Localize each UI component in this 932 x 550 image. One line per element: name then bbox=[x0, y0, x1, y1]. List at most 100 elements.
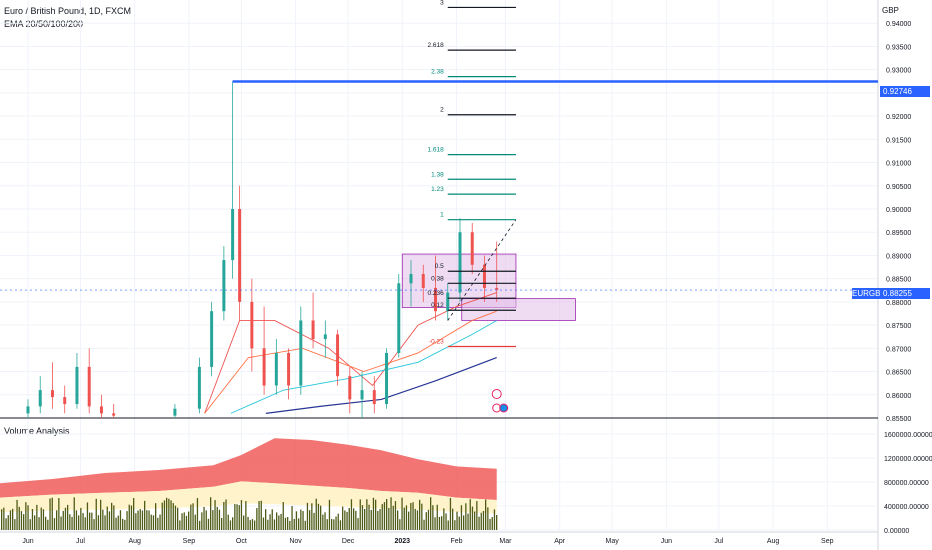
volume-bar bbox=[348, 508, 350, 530]
volume-bar bbox=[397, 510, 399, 530]
volume-bar bbox=[436, 504, 438, 530]
volume-bar bbox=[485, 499, 487, 530]
candle-body bbox=[495, 287, 499, 290]
volume-bar bbox=[454, 520, 456, 530]
volume-bar bbox=[474, 511, 476, 530]
volume-bar bbox=[93, 519, 95, 530]
volume-bar bbox=[97, 515, 100, 530]
volume-bar bbox=[5, 518, 7, 530]
volume-bar bbox=[168, 498, 170, 530]
volume-bar bbox=[452, 508, 454, 530]
volume-bar bbox=[295, 511, 298, 530]
price-tick-label: 0.87500 bbox=[886, 323, 911, 330]
fib-level-label: 1 bbox=[440, 212, 444, 219]
volume-bar bbox=[366, 499, 368, 530]
candle-body bbox=[482, 264, 486, 288]
volume-bar bbox=[240, 500, 243, 530]
candle-body bbox=[173, 408, 177, 416]
fib-level-label: 0.12 bbox=[431, 302, 444, 309]
volume-band-upper bbox=[0, 438, 497, 500]
volume-bar bbox=[265, 509, 267, 530]
volume-bar bbox=[447, 520, 449, 530]
volume-bar bbox=[383, 502, 386, 530]
indicator-legend[interactable]: EMA 20/50/100/200 bbox=[4, 19, 84, 29]
volume-bar bbox=[1, 509, 3, 530]
volume-bar bbox=[18, 506, 20, 530]
volume-bar bbox=[91, 512, 93, 530]
volume-pane-label[interactable]: Volume Analysis bbox=[4, 426, 70, 436]
volume-bar bbox=[7, 515, 9, 530]
volume-bar bbox=[196, 498, 199, 530]
volume-bar bbox=[368, 504, 370, 530]
volume-bar bbox=[315, 498, 317, 530]
candle-body bbox=[458, 232, 462, 293]
fib-level-label: 1.618 bbox=[427, 147, 444, 154]
volume-bar bbox=[432, 505, 434, 530]
volume-bar bbox=[271, 509, 273, 530]
zone-rectangle bbox=[461, 298, 576, 321]
candle-body bbox=[197, 366, 201, 409]
volume-bar bbox=[331, 519, 333, 530]
volume-bar bbox=[302, 511, 304, 530]
volume-bar bbox=[75, 510, 78, 530]
volume-bar bbox=[157, 517, 159, 530]
fib-trend-line bbox=[447, 219, 517, 321]
volume-bar bbox=[205, 510, 207, 530]
volume-bar bbox=[210, 497, 212, 530]
volume-bar bbox=[258, 501, 260, 530]
volume-bar bbox=[370, 509, 372, 530]
volume-bar bbox=[34, 515, 36, 530]
volume-bar bbox=[317, 503, 320, 530]
volume-bar bbox=[339, 520, 342, 530]
volume-bar bbox=[223, 501, 225, 530]
volume-bar bbox=[56, 510, 58, 530]
fib-level-label: 3 bbox=[440, 0, 444, 6]
volume-bar bbox=[434, 517, 436, 530]
price-tick-label: 0.88000 bbox=[886, 300, 911, 307]
price-tick-label: 0.89500 bbox=[886, 230, 911, 237]
candle-body bbox=[231, 209, 235, 261]
volume-bar bbox=[344, 510, 346, 530]
volume-bar bbox=[47, 519, 49, 530]
volume-bar bbox=[449, 497, 452, 530]
volume-bar bbox=[493, 509, 496, 530]
candle-body bbox=[75, 366, 79, 405]
volume-bar bbox=[364, 509, 366, 530]
volume-bar bbox=[38, 517, 40, 530]
volume-bar bbox=[423, 519, 425, 530]
volume-bar bbox=[425, 512, 427, 530]
volume-bar bbox=[353, 508, 355, 530]
volume-bar bbox=[49, 498, 51, 530]
candle-body bbox=[63, 397, 67, 405]
volume-bar bbox=[45, 516, 47, 530]
volume-bar bbox=[306, 502, 309, 530]
volume-bar bbox=[291, 506, 293, 530]
volume-bar bbox=[289, 520, 291, 530]
volume-bar bbox=[482, 510, 485, 530]
volume-bar bbox=[249, 520, 251, 530]
volume-bar bbox=[161, 502, 163, 530]
volume-bar bbox=[412, 502, 414, 530]
volume-bar bbox=[333, 519, 335, 530]
volume-bar bbox=[170, 500, 172, 530]
volume-bar bbox=[247, 516, 249, 530]
volume-tick-label: 400000.00000 bbox=[884, 504, 929, 511]
volume-bar bbox=[16, 499, 18, 530]
volume-bar bbox=[146, 510, 148, 530]
volume-bar bbox=[320, 505, 322, 530]
volume-bar bbox=[355, 510, 357, 530]
volume-bar bbox=[86, 502, 89, 530]
fib-level-label: 2.618 bbox=[427, 42, 444, 49]
volume-bar bbox=[212, 510, 214, 530]
volume-bar bbox=[458, 516, 460, 530]
volume-bar bbox=[179, 520, 181, 530]
volume-bar bbox=[25, 502, 27, 530]
price-tick-label: 0.94000 bbox=[886, 21, 911, 28]
price-tick-label: 0.88500 bbox=[886, 277, 911, 284]
candle-body bbox=[323, 334, 327, 340]
volume-bar bbox=[280, 513, 282, 530]
fib-level-label: 0.38 bbox=[431, 275, 444, 282]
volume-bar bbox=[372, 497, 375, 530]
